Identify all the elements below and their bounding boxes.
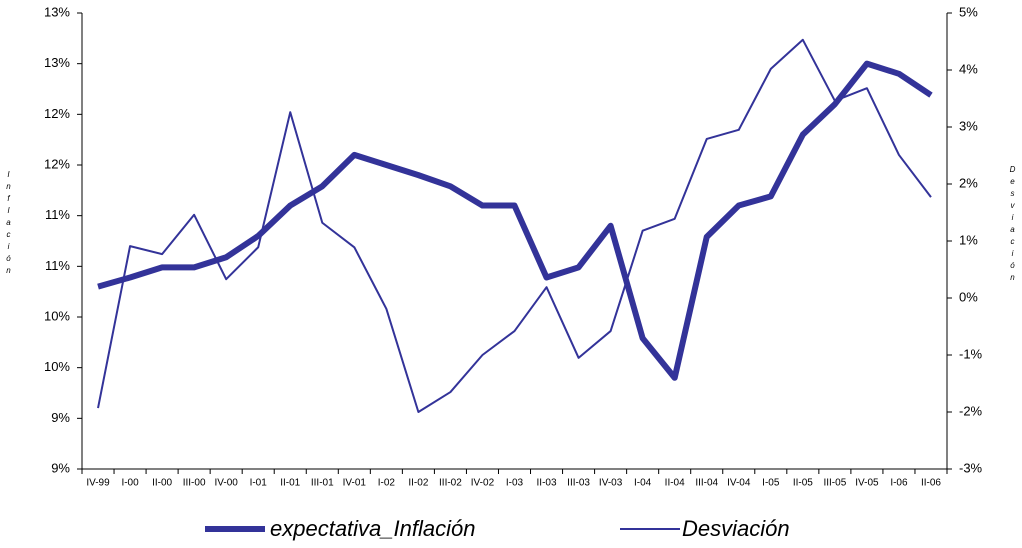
y-tick-label: 10% [44,359,70,374]
y2-tick-label: 2% [959,175,978,190]
x-tick-label: IV-05 [855,478,879,489]
y2-tick-label: 1% [959,232,978,247]
y-tick-label: 9% [51,410,70,425]
y2-tick-label: 4% [959,61,978,76]
x-tick-label: III-02 [439,478,462,489]
y-tick-label: 11% [45,258,70,273]
y2-tick-label: 5% [959,4,978,19]
x-tick-label: I-05 [762,478,780,489]
y2-tick-label: 3% [959,118,978,133]
x-tick-label: I-06 [890,478,908,489]
x-tick-label: III-03 [567,478,590,489]
x-tick-label: IV-03 [599,478,623,489]
x-tick-label: IV-04 [727,478,751,489]
x-tick-label: I-04 [634,478,652,489]
x-tick-label: II-00 [152,478,172,489]
x-tick-label: II-02 [408,478,428,489]
x-tick-label: II-01 [280,478,300,489]
y2-tick-label: -1% [959,346,983,361]
x-tick-label: I-02 [378,478,396,489]
y-tick-label: 13% [44,55,70,70]
x-tick-label: III-04 [695,478,718,489]
y-tick-label: 11% [45,207,70,222]
x-tick-label: I-03 [506,478,524,489]
x-tick-label: IV-02 [471,478,495,489]
y-tick-label: 10% [44,308,70,323]
legend-label: Desviación [682,516,790,541]
y2-axis-title: Desviación [1008,165,1017,285]
x-tick-label: III-01 [311,478,334,489]
x-tick-label: I-01 [250,478,268,489]
line-series [97,38,932,413]
x-tick-label: I-00 [121,478,139,489]
y-tick-label: 13% [44,4,70,19]
legend-label: expectativa_Inflación [270,516,475,541]
x-tick-label: II-06 [921,478,941,489]
x-tick-label: III-05 [823,478,846,489]
y-tick-label: 9% [51,460,70,475]
x-tick-label: II-03 [537,478,557,489]
y2-tick-label: -3% [959,460,983,475]
y2-tick-label: -2% [959,403,983,418]
x-tick-label: II-04 [665,478,685,489]
y-axis-title: Inflación [4,170,13,278]
line-series [97,60,933,381]
y-tick-label: 12% [44,156,70,171]
y2-tick-label: 0% [959,289,978,304]
x-tick-label: IV-01 [343,478,367,489]
x-tick-label: IV-00 [214,478,238,489]
x-tick-label: IV-99 [86,478,110,489]
x-tick-label: III-00 [183,478,206,489]
x-tick-label: II-05 [793,478,813,489]
y-tick-label: 12% [44,106,70,121]
